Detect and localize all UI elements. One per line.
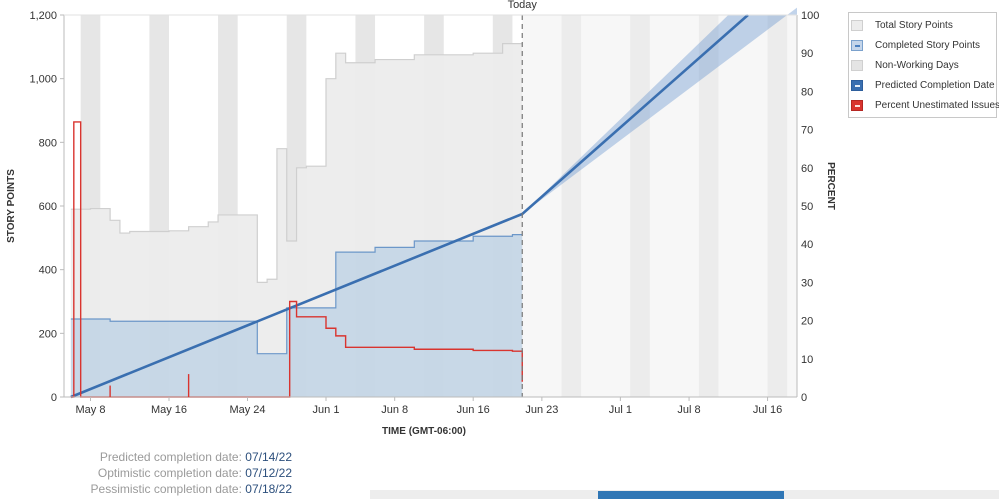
optimistic-completion-value: 07/12/22 [245, 466, 292, 480]
pessimistic-completion-value: 07/18/22 [245, 482, 292, 496]
y-tick-left: 800 [39, 137, 57, 149]
y-axis-title-left: STORY POINTS [6, 169, 17, 243]
legend-label: Total Story Points [875, 19, 953, 31]
bottom-action-button[interactable] [598, 491, 784, 499]
optimistic-completion-label: Optimistic completion date: [97, 466, 242, 480]
predicted-completion-value: 07/14/22 [245, 450, 292, 464]
y-tick-right: 40 [801, 239, 813, 251]
y-tick-left: 0 [51, 392, 57, 404]
completion-dates: Predicted completion date: 07/14/22 Opti… [60, 450, 292, 498]
y-tick-right: 70 [801, 125, 813, 137]
legend-item-unestimated[interactable]: Percent Unestimated Issues [849, 95, 999, 115]
x-tick: May 24 [229, 404, 265, 416]
x-tick: May 16 [151, 404, 187, 416]
legend-item-total[interactable]: Total Story Points [849, 15, 996, 35]
predicted-completion-swatch [851, 79, 863, 91]
y-tick-left: 600 [39, 201, 57, 213]
y-tick-right: 30 [801, 277, 813, 289]
x-tick: Jul 1 [609, 404, 632, 416]
completed-story-points-line [70, 234, 523, 355]
y-tick-right: 100 [801, 10, 819, 22]
legend-item-completed[interactable]: Completed Story Points [849, 35, 996, 55]
x-tick: Jun 1 [313, 404, 340, 416]
y-tick-right: 80 [801, 86, 813, 98]
y-tick-left: 400 [39, 265, 57, 277]
y-tick-right: 90 [801, 48, 813, 60]
y-tick-right: 20 [801, 316, 813, 328]
completed-story-points-swatch [851, 39, 863, 51]
x-tick: Jun 16 [457, 404, 490, 416]
optimistic-completion-row: Optimistic completion date: 07/12/22 [60, 466, 292, 482]
x-tick: Jul 8 [677, 404, 700, 416]
predicted-completion-row: Predicted completion date: 07/14/22 [60, 450, 292, 466]
x-tick: Jun 23 [525, 404, 558, 416]
legend-label: Percent Unestimated Issues [875, 99, 999, 111]
predicted-completion-label: Predicted completion date: [99, 450, 242, 464]
legend-item-predicted[interactable]: Predicted Completion Date [849, 75, 996, 95]
chart-legend: Total Story Points Completed Story Point… [848, 12, 999, 118]
non-working-days-swatch [851, 59, 863, 71]
future-region [522, 15, 797, 397]
axes: 0 200 400 600 800 1,000 1,200 0 10 20 30 40 50 60 70 80… [29, 10, 819, 416]
total-story-points-swatch [851, 19, 863, 31]
percent-unestimated-swatch [851, 99, 863, 111]
legend-label: Non-Working Days [875, 59, 959, 71]
y-tick-left: 200 [39, 328, 57, 340]
y-axis-title-right: PERCENT [825, 162, 836, 210]
x-axis-title: TIME (GMT-06:00) [382, 426, 466, 437]
pessimistic-completion-label: Pessimistic completion date: [90, 482, 242, 496]
prediction-confidence-band [522, 7, 797, 214]
x-tick: May 8 [76, 404, 106, 416]
pessimistic-completion-row: Pessimistic completion date: 07/18/22 [60, 482, 292, 498]
y-tick-right: 0 [801, 392, 807, 404]
x-tick: Jul 16 [753, 404, 782, 416]
y-tick-left: 1,000 [29, 74, 57, 86]
y-tick-right: 50 [801, 201, 813, 213]
legend-label: Completed Story Points [875, 39, 981, 51]
y-tick-right: 60 [801, 163, 813, 175]
total-story-points-line [70, 43, 523, 283]
today-label: Today [508, 0, 538, 11]
x-tick: Jun 8 [381, 404, 408, 416]
y-tick-left: 1,200 [29, 10, 57, 22]
legend-item-nonworking[interactable]: Non-Working Days [849, 55, 996, 75]
percent-unestimated-issues-line [70, 121, 523, 398]
y-tick-right: 10 [801, 354, 813, 366]
legend-label: Predicted Completion Date [875, 79, 995, 91]
